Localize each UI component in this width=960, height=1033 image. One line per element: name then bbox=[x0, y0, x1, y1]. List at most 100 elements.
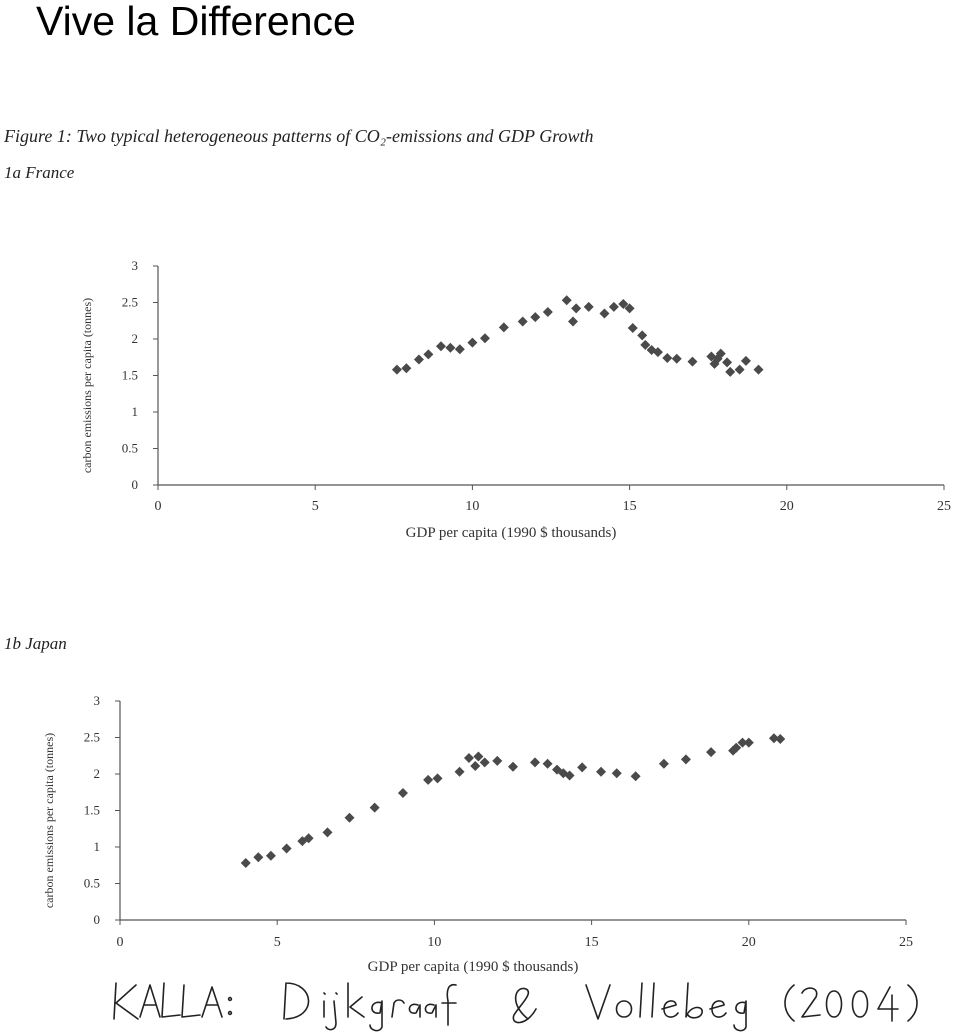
france-data-point bbox=[662, 352, 673, 363]
france-data-point bbox=[454, 344, 465, 355]
france-data-point bbox=[753, 364, 764, 375]
japan-data-point bbox=[432, 773, 443, 784]
japan-x-tick-label: 25 bbox=[899, 935, 913, 950]
japan-data-point bbox=[281, 843, 292, 854]
japan-data-point bbox=[558, 768, 569, 779]
japan-data-point bbox=[253, 852, 264, 863]
france-data-point bbox=[740, 355, 751, 366]
japan-data-point bbox=[596, 766, 607, 777]
panel-label-japan: 1b Japan bbox=[4, 634, 67, 653]
japan-data-point bbox=[564, 770, 575, 781]
france-data-point bbox=[640, 339, 651, 350]
france-x-axis-label: GDP per capita (1990 $ thousands) bbox=[406, 525, 617, 541]
france-data-point bbox=[561, 295, 572, 306]
japan-y-tick-label: 2.5 bbox=[84, 730, 100, 745]
japan-y-tick-label: 0.5 bbox=[84, 876, 100, 891]
japan-data-point bbox=[454, 766, 465, 777]
france-data-point bbox=[423, 349, 434, 360]
japan-data-point bbox=[423, 774, 434, 785]
france-y-tick-label: 1.5 bbox=[122, 368, 138, 383]
france-data-point bbox=[517, 316, 528, 327]
japan-data-point bbox=[743, 737, 754, 748]
france-data-point bbox=[467, 337, 478, 348]
france-x-tick-label: 5 bbox=[312, 499, 319, 514]
japan-y-tick-label: 3 bbox=[94, 693, 101, 708]
france-data-point bbox=[530, 312, 541, 323]
france-data-point bbox=[435, 341, 446, 352]
france-y-tick-label: 2.5 bbox=[122, 295, 138, 310]
slide-title: Vive la Difference bbox=[36, 0, 356, 44]
france-data-point bbox=[599, 308, 610, 319]
japan-data-point bbox=[530, 757, 541, 768]
france-data-point bbox=[725, 366, 736, 377]
france-y-tick-label: 0 bbox=[132, 477, 139, 492]
france-x-tick-label: 10 bbox=[465, 499, 479, 514]
france-data-point bbox=[624, 303, 635, 314]
japan-data-point bbox=[731, 742, 742, 753]
japan-data-point bbox=[322, 827, 333, 838]
japan-y-tick-label: 1.5 bbox=[84, 803, 100, 818]
japan-data-point bbox=[630, 771, 641, 782]
france-data-point bbox=[479, 333, 490, 344]
japan-data-point bbox=[542, 758, 553, 769]
japan-data-point bbox=[240, 858, 251, 869]
france-data-point bbox=[568, 316, 579, 327]
japan-data-point bbox=[658, 758, 669, 769]
france-data-point bbox=[571, 303, 582, 314]
japan-data-point bbox=[463, 752, 474, 763]
panel-label-france: 1a France bbox=[4, 163, 75, 182]
france-data-point bbox=[542, 306, 553, 317]
japan-data-point bbox=[577, 762, 588, 773]
japan-x-axis-label: GDP per capita (1990 $ thousands) bbox=[368, 959, 579, 975]
japan-data-point bbox=[737, 737, 748, 748]
japan-data-point bbox=[265, 850, 276, 861]
france-y-axis-label: carbon emissions per capita (tonnes) bbox=[80, 298, 94, 473]
handwritten-note-text: KALLA: Dijkgraaf & Volleberg (2004) bbox=[0, 0, 1, 1]
france-data-point bbox=[646, 344, 657, 355]
japan-data-point bbox=[369, 802, 380, 813]
japan-data-point bbox=[508, 761, 518, 772]
france-x-tick-label: 0 bbox=[155, 499, 162, 514]
japan-y-tick-label: 0 bbox=[94, 912, 101, 927]
france-data-point bbox=[652, 347, 663, 358]
france-y-tick-label: 0.5 bbox=[122, 441, 138, 456]
figure-caption: Figure 1: Two typical heterogeneous patt… bbox=[4, 126, 594, 146]
france-data-point bbox=[413, 354, 424, 365]
france-y-tick-label: 1 bbox=[132, 404, 139, 419]
japan-data-point bbox=[344, 812, 355, 823]
japan-data-point bbox=[479, 757, 490, 768]
japan-data-point bbox=[473, 751, 484, 762]
japan-scatter-chart: 0 0.5 1 1.5 2 2.5 3 0 5 10 15 20 25 GDP per capita (1… bbox=[42, 693, 913, 975]
japan-x-tick-label: 10 bbox=[427, 935, 441, 950]
france-data-point bbox=[401, 363, 412, 374]
japan-x-tick-label: 0 bbox=[117, 935, 124, 950]
japan-x-tick-label: 5 bbox=[274, 935, 281, 950]
france-data-point bbox=[627, 323, 638, 334]
france-data-point bbox=[671, 353, 682, 364]
france-data-point bbox=[637, 330, 648, 341]
japan-data-point bbox=[397, 787, 408, 798]
france-data-point bbox=[722, 357, 733, 368]
france-data-point bbox=[715, 348, 726, 359]
japan-data-point bbox=[303, 833, 314, 844]
france-data-point bbox=[391, 364, 402, 375]
france-data-point bbox=[608, 301, 619, 312]
japan-data-point bbox=[775, 733, 786, 744]
japan-x-tick-label: 15 bbox=[585, 935, 599, 950]
france-y-tick-label: 2 bbox=[132, 331, 139, 346]
japan-y-axis-label: carbon emissions per capita (tonnes) bbox=[42, 733, 56, 908]
france-data-point bbox=[498, 322, 509, 333]
france-x-tick-label: 25 bbox=[937, 499, 951, 514]
japan-data-point bbox=[611, 768, 622, 779]
france-data-point bbox=[445, 342, 456, 353]
france-data-point bbox=[583, 301, 594, 312]
japan-data-point bbox=[470, 760, 481, 771]
japan-x-tick-label: 20 bbox=[742, 935, 756, 950]
france-y-tick-label: 3 bbox=[132, 258, 139, 273]
japan-data-point bbox=[492, 755, 503, 766]
france-x-tick-label: 15 bbox=[623, 499, 637, 514]
japan-data-point bbox=[768, 733, 779, 744]
france-data-point bbox=[618, 298, 629, 309]
japan-y-tick-label: 1 bbox=[94, 839, 101, 854]
handwritten-signature bbox=[113, 982, 918, 1032]
